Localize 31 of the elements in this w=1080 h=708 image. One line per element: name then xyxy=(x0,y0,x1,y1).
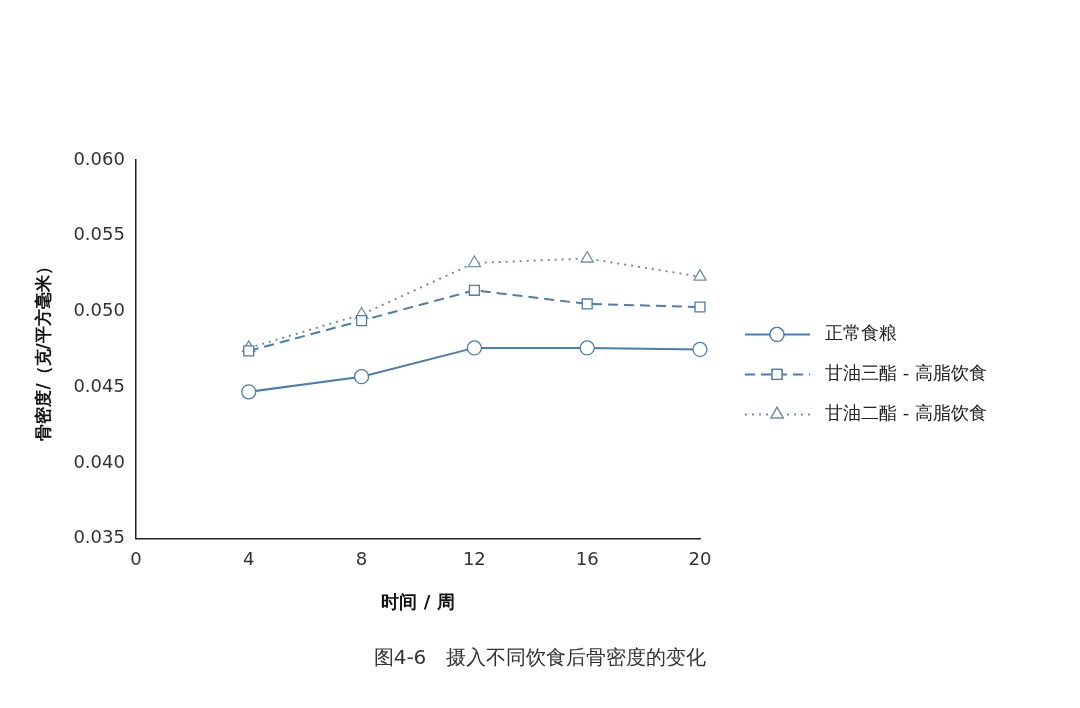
x-tick-label: 0 xyxy=(130,548,142,570)
point xyxy=(693,269,707,281)
y-axis-title: 骨密度/（克/平方毫米） xyxy=(32,258,53,441)
point xyxy=(241,384,257,400)
point xyxy=(467,255,482,268)
caption: 图4-6 摄入不同饮食后骨密度的变化 xyxy=(373,645,707,669)
point xyxy=(353,369,370,385)
x-axis-title: 时间 / 周 xyxy=(381,590,455,612)
y-tick-label: 0.060 xyxy=(73,147,125,169)
y-tick-label: 0.035 xyxy=(73,526,125,548)
legend-label: 甘油二酯 - 高脂饮食 xyxy=(825,402,987,424)
y-tick-label: 0.045 xyxy=(73,374,125,396)
x-tick-label: 16 xyxy=(575,548,599,570)
x-tick-label: 12 xyxy=(462,548,486,570)
point xyxy=(579,340,595,356)
x-tick-label: 4 xyxy=(243,548,255,570)
point xyxy=(468,284,480,296)
x-tick-label: 20 xyxy=(688,548,712,570)
legend-label: 正常食粮 xyxy=(825,322,897,344)
point xyxy=(466,340,483,356)
point xyxy=(580,250,594,263)
point xyxy=(355,315,368,327)
y-tick-label: 0.040 xyxy=(73,450,125,472)
y-tick-label: 0.055 xyxy=(73,223,125,245)
point xyxy=(243,345,255,357)
point xyxy=(581,298,593,310)
point xyxy=(692,341,708,358)
x-tick-label: 8 xyxy=(355,548,368,570)
point xyxy=(694,301,706,313)
legend-label: 甘油三酯 - 高脂饮食 xyxy=(825,362,987,384)
y-tick-label: 0.050 xyxy=(73,299,125,321)
